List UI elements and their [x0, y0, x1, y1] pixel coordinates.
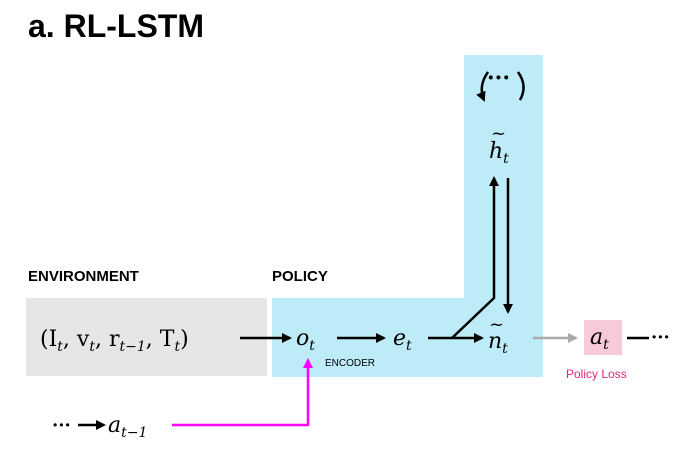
action-trailing-dots: ··· [651, 327, 670, 348]
observation-node: ot [296, 326, 315, 354]
recurrence-loop-left [476, 71, 490, 102]
environment-box [26, 298, 267, 376]
action-box [584, 320, 622, 355]
hidden-tilde: ~ [491, 123, 506, 144]
policy-label: POLICY [272, 268, 328, 285]
recurrence-dots: ··· [487, 65, 510, 91]
ntm-tilde: ~ [489, 314, 504, 335]
prev-action-to-obs-arrow [172, 358, 313, 427]
encoder-label: ENCODER [325, 358, 375, 369]
prev-action-node: at−1 [108, 413, 147, 441]
policy-region [272, 55, 543, 377]
environment-input: (It, vt, rt−1, Tt) [40, 327, 189, 355]
embed-to-hidden-arrow [451, 176, 499, 339]
policy-loss-label: Policy Loss [566, 367, 627, 381]
recurrence-loop-right [516, 71, 525, 101]
ntm-node: nt [488, 329, 508, 357]
prev-action-leading-dots: ··· [52, 415, 71, 436]
action-node: at [590, 325, 609, 353]
diagram-title: a. RL-LSTM [28, 8, 204, 44]
hidden-state-node: ht [489, 139, 509, 167]
environment-label: ENVIRONMENT [28, 268, 139, 285]
embedding-node: et [393, 326, 412, 354]
